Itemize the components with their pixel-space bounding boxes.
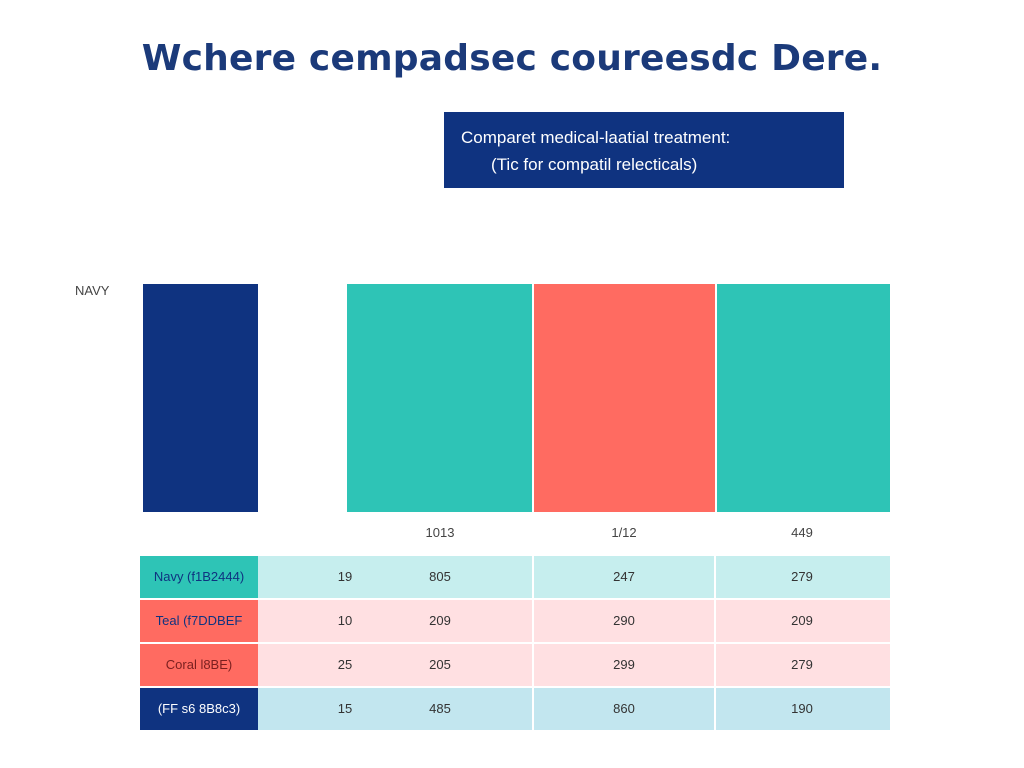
- table-value: 805: [429, 569, 451, 584]
- table-value: 10: [337, 613, 353, 628]
- table-cell: [534, 688, 714, 730]
- row-label: (FF s6 8B8c3): [140, 688, 258, 730]
- table-row: Teal (f7DDBEF 10 209 290 209: [140, 600, 890, 642]
- info-line-2: (Tic for compatil relecticals): [491, 155, 698, 174]
- table-cell: [716, 600, 890, 642]
- table-value: 299: [613, 657, 635, 672]
- table-value: 860: [613, 701, 635, 716]
- table-value: 19: [337, 569, 353, 584]
- bar-value-label: 1/12: [611, 525, 637, 540]
- table-value: 190: [791, 701, 813, 716]
- table-value: 485: [429, 701, 451, 716]
- row-label: Coral l8BE): [140, 644, 258, 686]
- bar-coral: [534, 284, 715, 512]
- table-value: 290: [613, 613, 635, 628]
- table-cell: [716, 556, 890, 598]
- bar-navy: [143, 284, 258, 512]
- table-value: 25: [337, 657, 353, 672]
- bar-teal-2: [717, 284, 890, 512]
- table-cell: [534, 644, 714, 686]
- table-cell: [258, 644, 532, 686]
- table-cell: [716, 688, 890, 730]
- page-title: Wchere cempadsec coureesdc Dere.: [141, 38, 883, 79]
- table-cell: [534, 600, 714, 642]
- bar-value-label: 449: [791, 525, 813, 540]
- table-cell: [258, 600, 532, 642]
- table-value: 209: [791, 613, 813, 628]
- y-axis-label: NAVY: [75, 283, 110, 298]
- table-value: 279: [791, 657, 813, 672]
- table-row: (FF s6 8B8c3) 15 485 860 190: [140, 688, 890, 730]
- table-value: 205: [429, 657, 451, 672]
- table-cell: [716, 644, 890, 686]
- info-line-1: Comparet medical-laatial treatment:: [461, 128, 731, 147]
- table-value: 15: [337, 701, 353, 716]
- table-row: Navy (f1B2444) 19 805 247 279: [140, 556, 890, 598]
- row-label: Teal (f7DDBEF: [140, 600, 258, 642]
- table-cell: [258, 556, 532, 598]
- row-label: Navy (f1B2444): [140, 556, 258, 598]
- table-value: 279: [791, 569, 813, 584]
- bar-teal-1: [347, 284, 532, 512]
- table-value: 209: [429, 613, 451, 628]
- info-box: Comparet medical-laatial treatment: (Tic…: [444, 112, 844, 188]
- table-cell: [534, 556, 714, 598]
- table-row: Coral l8BE) 25 205 299 279: [140, 644, 890, 686]
- table-cell: [258, 688, 532, 730]
- table-value: 247: [613, 569, 635, 584]
- bar-value-label: 1013: [425, 525, 455, 540]
